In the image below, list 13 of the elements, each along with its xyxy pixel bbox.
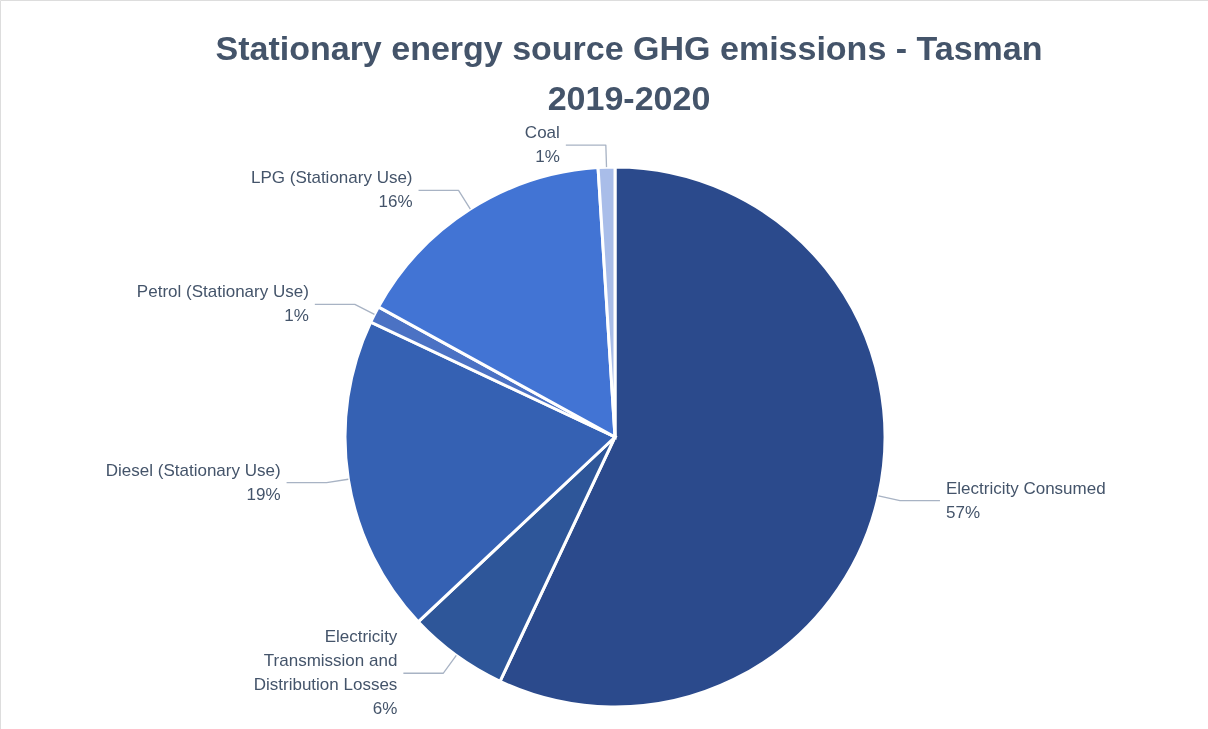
slice-label: Electricity Transmission and Distribution Losses bbox=[253, 627, 398, 695]
data-label: 16% bbox=[378, 192, 413, 212]
slice-label: Petrol (Stationary Use) bbox=[136, 282, 309, 302]
chart-title: Stationary energy source GHG emissions - Tasman 2019-2020 bbox=[215, 29, 1043, 117]
data-label: 1% bbox=[284, 306, 309, 326]
data-label: 19% bbox=[246, 484, 281, 504]
slice-label: Diesel (Stationary Use) bbox=[105, 460, 281, 480]
slice-label: LPG (Stationary Use) bbox=[250, 168, 413, 188]
data-label: 6% bbox=[372, 699, 398, 719]
data-label: 1% bbox=[535, 147, 560, 167]
slice-label: Electricity Consumed bbox=[945, 478, 1106, 498]
data-label: 57% bbox=[945, 502, 980, 522]
slice-label: Coal bbox=[524, 123, 560, 143]
